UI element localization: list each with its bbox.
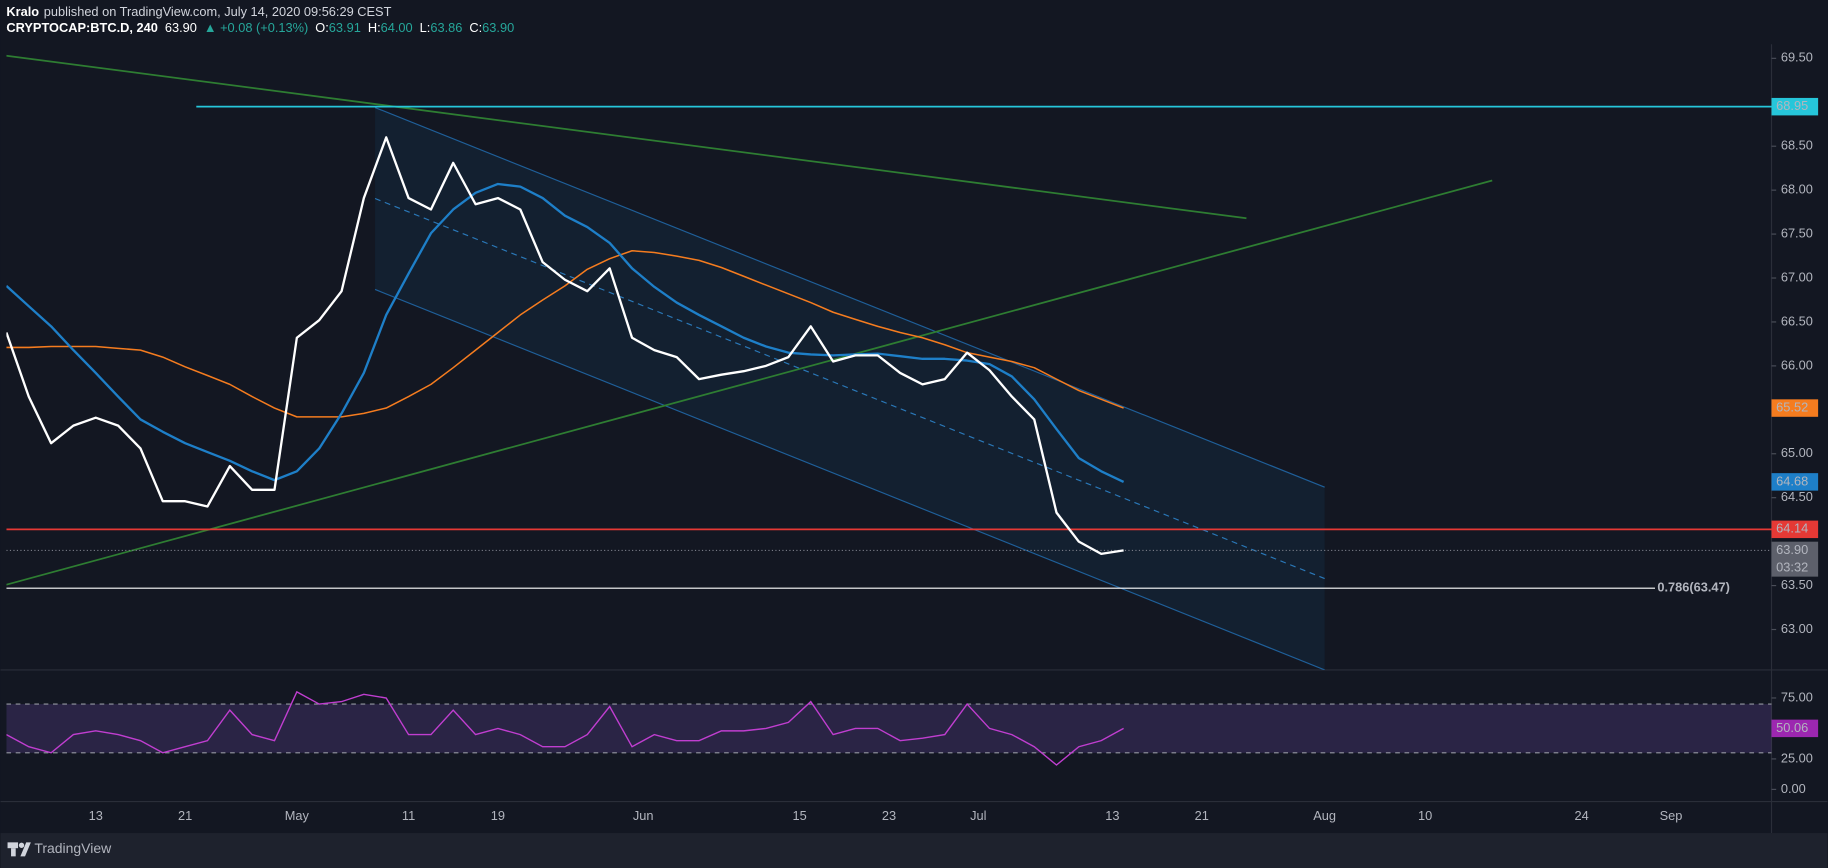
logo bbox=[7, 842, 31, 857]
price-tag bbox=[1771, 97, 1819, 116]
price-tag-label: 68.95 bbox=[1776, 98, 1808, 113]
x-tick-label: 21 bbox=[1195, 808, 1209, 823]
x-tick-label: 11 bbox=[402, 808, 415, 823]
brand: TradingView bbox=[34, 840, 112, 856]
header-line: Kralo published on TradingView.com, July … bbox=[6, 4, 391, 19]
price-tag-label: 65.52 bbox=[1776, 399, 1808, 414]
series-line bbox=[6, 136, 1124, 556]
series-line bbox=[6, 182, 1125, 483]
x-tick-label: May bbox=[285, 808, 310, 823]
x-tick-label: Jun bbox=[633, 808, 654, 823]
price-tag bbox=[1771, 520, 1819, 539]
y-tick-label: 66.00 bbox=[1781, 357, 1813, 372]
y-tick-label: 63.50 bbox=[1781, 577, 1813, 592]
y-tick-label: 69.50 bbox=[1781, 50, 1813, 65]
change: ▲ +0.08 (+0.13%) bbox=[204, 21, 308, 36]
main-pane bbox=[6, 54, 1772, 670]
x-tick-label: 24 bbox=[1574, 808, 1588, 823]
rsi-tag-label: 50.06 bbox=[1776, 720, 1808, 735]
ohlc-key: C: bbox=[469, 21, 482, 36]
x-tick-label: 19 bbox=[491, 808, 505, 823]
x-tick-label: 10 bbox=[1418, 808, 1432, 823]
rsi-tag bbox=[1771, 719, 1819, 738]
price-tag-label: 64.68 bbox=[1776, 473, 1808, 488]
y-tick-label: 0.00 bbox=[1781, 781, 1806, 796]
x-tick-label: 21 bbox=[178, 808, 192, 823]
x-tick-label: 15 bbox=[792, 808, 806, 823]
quote-line: CRYPTOCAP:BTC.D, 240 63.90 ▲ +0.08 (+0.13%… bbox=[6, 21, 514, 36]
ohlc-value: 63.90 bbox=[482, 21, 514, 36]
y-tick-label: 66.50 bbox=[1781, 313, 1813, 328]
y-tick-label: 68.00 bbox=[1781, 182, 1813, 197]
y-tick-label: 25.00 bbox=[1781, 750, 1813, 765]
channel-line bbox=[374, 107, 1325, 488]
logo-shape bbox=[11, 848, 16, 857]
title: published on TradingView.com, July 14, 2… bbox=[44, 4, 392, 19]
price-tag-label: 63.90 bbox=[1776, 542, 1808, 557]
ohlc-value: 63.91 bbox=[329, 21, 361, 36]
x-tick-label: 13 bbox=[89, 808, 103, 823]
channel-median bbox=[374, 197, 1325, 580]
logo-shape bbox=[18, 842, 25, 848]
ohlc-value: 64.00 bbox=[381, 21, 413, 36]
x-tick-label: Sep bbox=[1660, 808, 1683, 823]
ohlc-value: 63.86 bbox=[430, 21, 462, 36]
countdown: 03:32 bbox=[1776, 559, 1808, 574]
trendline bbox=[6, 179, 1493, 586]
y-tick-label: 63.00 bbox=[1781, 621, 1813, 636]
x-tick-label: 13 bbox=[1105, 808, 1119, 823]
channel-line bbox=[374, 288, 1325, 670]
price-tag bbox=[1771, 399, 1819, 417]
rsi-band bbox=[6, 704, 1772, 753]
y-tick-label: 65.00 bbox=[1781, 445, 1813, 460]
ohlc-key: O: bbox=[315, 21, 329, 36]
y-tick-label: 64.50 bbox=[1781, 489, 1813, 504]
price-tag-label: 64.14 bbox=[1776, 521, 1808, 536]
logo-shape bbox=[20, 842, 31, 857]
y-tick-label: 68.50 bbox=[1781, 138, 1813, 153]
fib-label: 0.786(63.47) bbox=[1657, 580, 1730, 595]
y-tick-label: 67.50 bbox=[1781, 225, 1813, 240]
footer bbox=[0, 833, 1828, 868]
trendline bbox=[6, 54, 1247, 220]
rsi-pane bbox=[6, 690, 1772, 766]
x-tick-label: Aug bbox=[1313, 808, 1336, 823]
logo-shape bbox=[7, 842, 19, 849]
ohlc-key: H: bbox=[368, 21, 381, 36]
price-tag bbox=[1771, 541, 1819, 577]
series-line bbox=[6, 249, 1124, 418]
author: Kralo bbox=[6, 4, 39, 19]
ohlc-key: L: bbox=[420, 21, 431, 36]
last-price: 63.90 bbox=[165, 21, 197, 36]
y-tick-label: 75.00 bbox=[1781, 689, 1813, 704]
x-tick-label: Jul bbox=[970, 808, 986, 823]
x-tick-label: 23 bbox=[882, 808, 896, 823]
symbol: CRYPTOCAP:BTC.D, 240 bbox=[6, 21, 157, 36]
price-tag bbox=[1771, 473, 1819, 491]
y-tick-label: 67.00 bbox=[1781, 269, 1813, 284]
rsi-line bbox=[6, 690, 1124, 766]
